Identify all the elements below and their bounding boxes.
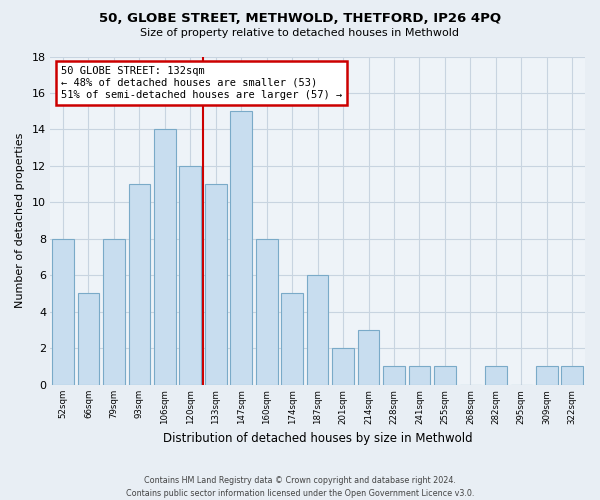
Bar [179,166,201,384]
Bar [485,366,506,384]
X-axis label: Distribution of detached houses by size in Methwold: Distribution of detached houses by size … [163,432,472,445]
Bar [154,130,176,384]
Bar [205,184,227,384]
Bar [434,366,456,384]
Bar [307,275,328,384]
Y-axis label: Number of detached properties: Number of detached properties [15,133,25,308]
Bar [52,239,74,384]
Bar [256,239,278,384]
Bar [383,366,405,384]
Bar [230,111,252,384]
Text: 50 GLOBE STREET: 132sqm
← 48% of detached houses are smaller (53)
51% of semi-de: 50 GLOBE STREET: 132sqm ← 48% of detache… [61,66,342,100]
Bar [128,184,150,384]
Bar [281,294,303,384]
Text: Contains HM Land Registry data © Crown copyright and database right 2024.
Contai: Contains HM Land Registry data © Crown c… [126,476,474,498]
Text: Size of property relative to detached houses in Methwold: Size of property relative to detached ho… [140,28,460,38]
Bar [358,330,379,384]
Bar [409,366,430,384]
Bar [103,239,125,384]
Bar [536,366,557,384]
Bar [77,294,99,384]
Text: 50, GLOBE STREET, METHWOLD, THETFORD, IP26 4PQ: 50, GLOBE STREET, METHWOLD, THETFORD, IP… [99,12,501,26]
Bar [332,348,354,385]
Bar [562,366,583,384]
